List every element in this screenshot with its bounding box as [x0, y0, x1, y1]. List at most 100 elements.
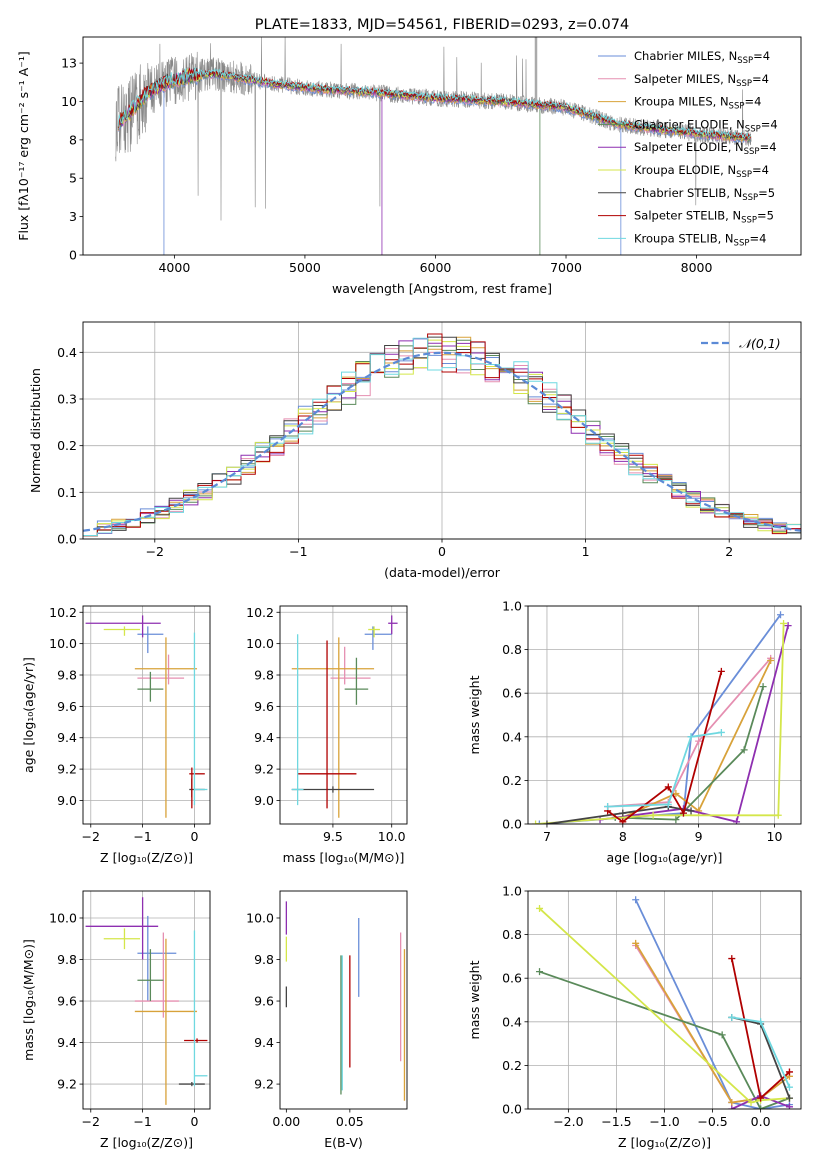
x-axis-label: Z [log₁₀(Z/Z⊙)] [618, 1135, 711, 1150]
y-tick-label: 9.2 [57, 762, 77, 777]
marker [718, 1031, 726, 1039]
spectrum-axes: 4000 5000 6000 7000 8000 0 3 5 8 10 13 wavelength [… [16, 17, 802, 296]
plot-frame [527, 605, 802, 825]
y-tick-label: 0.2 [502, 1058, 522, 1073]
legend-entry: Salpeter ELODIE, NSSP=4 [634, 140, 777, 157]
marker [535, 820, 543, 824]
y-tick-label: 10 [61, 94, 77, 109]
y-tick-label: 0.4 [57, 345, 77, 360]
errorbar-point-4 [85, 897, 159, 960]
marker [536, 968, 544, 976]
errorbar-point-1 [134, 932, 179, 1018]
y-tick-label: 0.0 [502, 1102, 522, 1117]
plot-frame [279, 605, 408, 825]
y-tick-label: 8 [69, 132, 77, 147]
y-tick-label: 9.6 [254, 699, 274, 714]
marker [759, 683, 767, 691]
x-tick-label: 9 [695, 829, 703, 844]
marker [604, 803, 612, 811]
weight_vs_Z-axes: −2.0 −1.5 −1.0 −0.5 0.0 0.0 0.2 0.4 0.6 0.8 1.0 Z [… [467, 884, 802, 1150]
errorbar-point-2 [291, 637, 375, 818]
legend-entry: Kroupa STELIB, NSSP=4 [634, 231, 766, 248]
y-tick-label: 0.2 [57, 438, 77, 453]
errorbar-point-8 [291, 634, 304, 806]
x-tick-label: 0.05 [336, 1114, 364, 1129]
x-tick-label: −2.0 [553, 1114, 583, 1129]
errorbar-point-1 [330, 646, 371, 685]
x-tick-label: −2 [82, 1114, 100, 1129]
x-axis-label: (data-model)/error [384, 565, 501, 580]
y-axis-label: mass weight [467, 675, 482, 754]
y-tick-label: 1.0 [502, 599, 522, 614]
marker [785, 1068, 793, 1076]
y-tick-label: 0.8 [502, 927, 522, 942]
x-tick-label: 0 [438, 544, 446, 559]
x-tick-label: 10.0 [378, 829, 406, 844]
y-tick-label: 10.0 [49, 636, 77, 651]
marker [728, 1105, 736, 1109]
x-axis-label: Z [log₁₀(Z/Z⊙)] [100, 1135, 193, 1150]
errorbar-point-0 [137, 626, 164, 654]
errorbar-point-5 [368, 626, 380, 638]
y-tick-label: 9.4 [57, 1035, 77, 1050]
x-tick-label: 7 [543, 829, 551, 844]
plot-frame [82, 321, 802, 540]
y-tick-label: 9.8 [254, 952, 274, 967]
errorbar-point-0 [137, 915, 177, 1002]
marker [543, 820, 551, 824]
x-axis-label: mass [log₁₀(M/M⊙)] [283, 850, 405, 865]
marker [536, 904, 544, 912]
y-tick-label: 10.2 [49, 605, 77, 620]
y-axis-label: age [log₁₀(age/yr)] [21, 657, 36, 773]
marker [785, 1094, 793, 1102]
weight-series-5 [532, 619, 788, 824]
errorbar-point-4 [85, 615, 161, 638]
marker [632, 939, 640, 947]
y-axis-label: mass [log₁₀(M/M⊙)] [21, 939, 36, 1061]
weight-series-4 [596, 622, 792, 824]
y-tick-label: 10.0 [246, 910, 274, 925]
marker [619, 809, 627, 817]
y-tick-label: 3 [69, 209, 77, 224]
y-tick-label: 9.2 [254, 762, 274, 777]
legend-entry: Salpeter STELIB, NSSP=5 [634, 209, 774, 226]
x-tick-label: 7000 [550, 260, 582, 275]
y-tick-label: 9.6 [254, 994, 274, 1009]
x-axis-label: E(B-V) [324, 1135, 363, 1150]
errorbar-point-8 [193, 632, 208, 806]
errorbar-point-8 [193, 930, 208, 1087]
y-tick-label: 0.6 [502, 971, 522, 986]
x-tick-label: −1 [133, 1114, 151, 1129]
x-tick-label: −0.5 [697, 1114, 727, 1129]
y-tick-label: 9.6 [57, 699, 77, 714]
x-axis-label: wavelength [Angstrom, rest frame] [332, 281, 552, 296]
y-tick-label: 0.6 [502, 686, 522, 701]
x-tick-label: −2 [82, 829, 100, 844]
x-tick-label: 9.5 [323, 829, 343, 844]
weight-series-5 [536, 904, 793, 1106]
age_vs_mass-axes: 9.5 10.0 9.0 9.2 9.4 9.6 9.8 10.0 10.2 mass [log₁… [246, 605, 408, 865]
plot-frame [527, 890, 802, 1110]
y-tick-label: 5 [69, 171, 77, 186]
y-tick-label: 0.4 [502, 1014, 522, 1029]
y-tick-label: 9.2 [57, 1077, 77, 1092]
x-tick-label: 8 [619, 829, 627, 844]
errorbar-point-3 [344, 657, 369, 705]
spectrum-legend: Chabrier MILES, NSSP=4 Salpeter MILES, NS… [598, 49, 778, 248]
marker [740, 746, 748, 754]
plot-frame [279, 890, 408, 1110]
marker [780, 619, 788, 627]
age_vs_Z-axes: −2 −1 0 9.0 9.2 9.4 9.6 9.8 10.0 10.2 Z [log₁₀(Z/Z… [21, 605, 211, 865]
errorbar-point-5 [103, 928, 141, 950]
errorbar-point-1 [137, 654, 185, 685]
y-tick-label: 9.0 [254, 793, 274, 808]
residual-histogram-7 [83, 333, 801, 537]
legend-entry: Chabrier STELIB, NSSP=5 [634, 186, 775, 203]
marker [774, 811, 782, 819]
marker [679, 809, 687, 817]
marker [687, 807, 695, 815]
legend-entry: Chabrier ELODIE, NSSP=4 [634, 117, 778, 134]
x-tick-label: −1.5 [601, 1114, 631, 1129]
y-tick-label: 9.8 [254, 668, 274, 683]
